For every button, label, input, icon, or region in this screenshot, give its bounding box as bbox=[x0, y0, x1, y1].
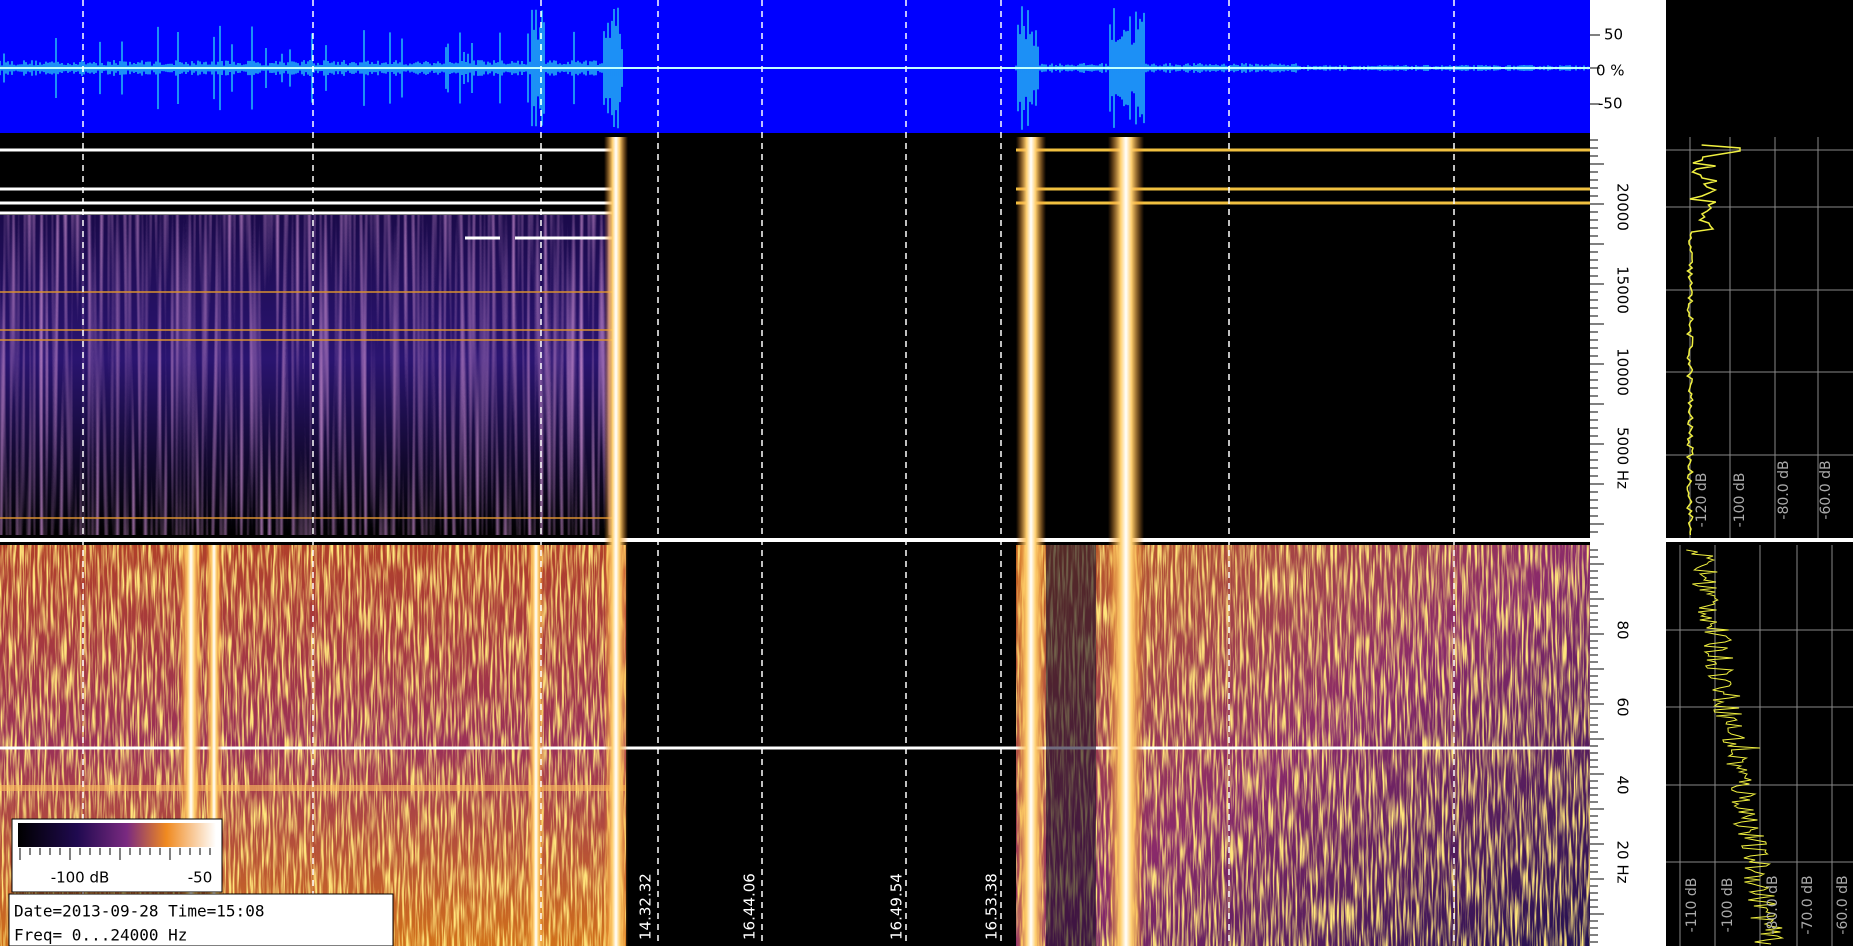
frequency-label: 20000 bbox=[1614, 183, 1632, 231]
spectrum-grid bbox=[1666, 137, 1853, 946]
spectrum-label: -70.0 dB bbox=[1800, 875, 1816, 934]
spectrum-label: -80.0 dB bbox=[1765, 875, 1781, 934]
axis-column bbox=[1590, 0, 1666, 946]
color-bar-label: -50 bbox=[188, 869, 213, 887]
time-label: 14.32.32 bbox=[637, 873, 655, 940]
spectrum-trace bbox=[1686, 549, 1785, 945]
frequency-label: 10000 bbox=[1614, 348, 1632, 396]
waveform-label: -50 bbox=[1598, 95, 1623, 113]
waveform-panel bbox=[0, 0, 1590, 133]
spectrum-label: -120 dB bbox=[1694, 473, 1710, 528]
upper-spectrogram-streaks bbox=[0, 215, 620, 535]
spectrum-label: -60.0 dB bbox=[1835, 875, 1851, 934]
frequency-label: 15000 bbox=[1614, 266, 1632, 314]
upper-lines-orange bbox=[0, 291, 620, 519]
spectrum-trace bbox=[1685, 144, 1741, 536]
spectrum-label: -100 dB bbox=[1720, 878, 1736, 933]
time-label: 16.53.38 bbox=[983, 873, 1001, 940]
time-label: 16.44.06 bbox=[741, 873, 759, 940]
frequency-label: 60 bbox=[1614, 697, 1632, 716]
spectrum-label: -110 dB bbox=[1684, 878, 1700, 933]
frequency-label: 20 Hz bbox=[1614, 840, 1632, 883]
spectrum-label: -60.0 dB bbox=[1818, 460, 1834, 519]
lower-spectrogram-gap bbox=[626, 545, 1016, 946]
color-bar bbox=[18, 823, 216, 847]
color-bar-ticks bbox=[19, 848, 211, 860]
lower-spectrogram-right-texture bbox=[1016, 545, 1590, 946]
waveform-label: 50 bbox=[1604, 26, 1623, 44]
frequency-label: 80 bbox=[1614, 620, 1632, 639]
tick-path bbox=[1590, 34, 1604, 943]
spectrum-label: -100 dB bbox=[1732, 473, 1748, 528]
tick-path bbox=[19, 848, 211, 860]
frequency-label: 40 bbox=[1614, 775, 1632, 794]
frequency-label: 5000 Hz bbox=[1614, 427, 1632, 489]
color-bar-label: -100 dB bbox=[51, 869, 110, 887]
spectrum-label: -80.0 dB bbox=[1776, 460, 1792, 519]
time-markers bbox=[82, 0, 1455, 946]
upper-lines-left bbox=[0, 148, 620, 240]
time-label: 16.49.54 bbox=[888, 873, 906, 940]
axis-ticks bbox=[1590, 34, 1604, 943]
info-box bbox=[8, 893, 394, 946]
waveform-label: 0 % bbox=[1596, 62, 1625, 80]
frequency-range: Freq= 0...24000 Hz bbox=[14, 926, 187, 945]
date-time: Date=2013-09-28 Time=15:08 bbox=[14, 902, 264, 921]
